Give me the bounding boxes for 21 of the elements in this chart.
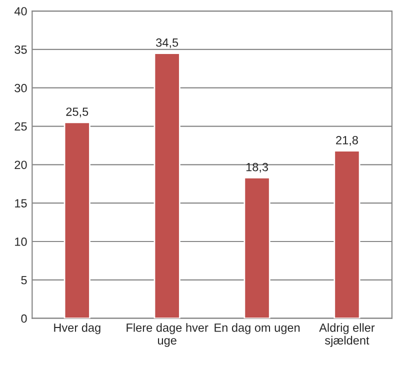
y-tick-label: 35 [14,45,27,54]
bar [334,150,360,318]
x-tick-label: Aldrig eller sjældent [319,323,375,347]
y-tick-label: 15 [15,199,27,208]
y-tick-label: 5 [21,276,27,284]
x-tick-label: Flere dage hver uge [126,323,208,347]
bar [154,52,180,318]
y-tick-label: 10 [15,238,27,246]
y-tick-label: 40 [14,7,27,16]
data-label: 34,5 [156,38,178,48]
x-tick-label: Hver dag [54,323,100,334]
bar [64,122,90,318]
y-tick-label: 0 [21,314,27,323]
y-tick-label: 20 [14,160,27,170]
y-tick-label: 30 [14,84,27,92]
data-label: 21,8 [336,136,358,146]
bar [244,177,270,318]
x-tick-label: En dag om ugen [214,323,300,334]
y-tick-label: 25 [14,122,27,131]
data-label: 18,3 [246,162,268,173]
data-label: 25,5 [66,108,88,118]
